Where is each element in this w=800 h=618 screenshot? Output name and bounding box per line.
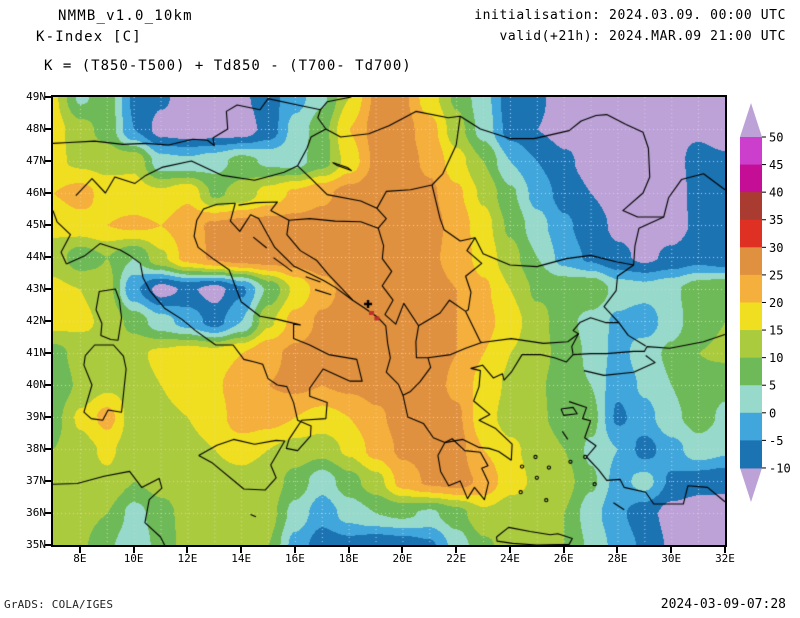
- colorbar-segment: [740, 330, 762, 359]
- x-axis-tick: [240, 547, 243, 553]
- x-tick-label: 24E: [500, 552, 520, 565]
- y-tick-label: 42N: [26, 314, 46, 327]
- x-axis-tick: [293, 547, 296, 553]
- y-tick-label: 47N: [26, 154, 46, 167]
- y-tick-label: 44N: [26, 250, 46, 263]
- x-tick-label: 28E: [607, 552, 628, 565]
- colorbar-arrow-top: [740, 103, 762, 137]
- y-tick-label: 46N: [26, 186, 46, 199]
- colorbar-label: 35: [769, 213, 783, 227]
- y-axis-tick: [45, 320, 51, 322]
- y-tick-label: 39N: [26, 410, 46, 423]
- colorbar-arrow-bottom: [740, 467, 762, 502]
- product-title: K-Index [C]: [36, 29, 142, 45]
- x-tick-label: 20E: [392, 552, 413, 565]
- y-axis-tick: [45, 544, 51, 546]
- y-axis-tick: [45, 128, 51, 130]
- colorbar-label: 20: [769, 296, 783, 310]
- y-axis-tick: [45, 256, 51, 258]
- y-axis-tick: [45, 96, 51, 98]
- y-tick-label: 41N: [26, 346, 46, 359]
- colorbar-segment: [740, 137, 762, 166]
- x-axis-tick: [132, 547, 135, 553]
- colorbar-label: 10: [769, 351, 783, 365]
- init-time-label: initialisation: 2024.03.09. 00:00 UTC: [474, 8, 786, 23]
- colorbar-segment: [740, 302, 762, 331]
- colorbar-label: 5: [769, 379, 776, 393]
- y-tick-label: 38N: [26, 442, 46, 455]
- x-tick-label: 26E: [553, 552, 574, 565]
- valid-time-label: valid(+21h): 2024.MAR.09 21:00 UTC: [499, 29, 786, 44]
- colorbar-segment: [740, 274, 762, 303]
- y-tick-label: 35N: [26, 538, 46, 551]
- colorbar-segment: [740, 247, 762, 276]
- x-axis-tick: [347, 547, 350, 553]
- x-axis-tick: [724, 547, 726, 553]
- x-tick-label: 32E: [715, 552, 735, 565]
- colorbar-segment: [740, 219, 762, 248]
- x-axis-tick: [508, 547, 511, 553]
- colorbar-segment: [740, 357, 762, 386]
- y-axis-tick: [45, 352, 51, 354]
- colorbar-segment: [740, 440, 762, 469]
- colorbar-label: 25: [769, 268, 783, 282]
- y-tick-label: 36N: [26, 506, 46, 519]
- x-tick-label: 16E: [284, 552, 305, 565]
- x-tick-label: 12E: [177, 552, 198, 565]
- y-axis-tick: [45, 448, 51, 450]
- colorbar-segment: [740, 192, 762, 221]
- colorbar-segment: [740, 164, 762, 193]
- x-axis-tick: [616, 547, 619, 553]
- y-axis-tick: [45, 480, 51, 482]
- colorbar-label: 50: [769, 131, 783, 145]
- y-axis-tick: [45, 160, 51, 162]
- colorbar-label: -10: [769, 461, 791, 475]
- y-axis-tick: [45, 512, 51, 514]
- colorbar-segment: [740, 412, 762, 441]
- formula-text: K = (T850-T500) + Td850 - (T700- Td700): [44, 58, 412, 74]
- y-tick-label: 37N: [26, 474, 46, 487]
- y-axis-tick: [45, 288, 51, 290]
- map-frame: [51, 95, 727, 547]
- x-axis-tick: [455, 547, 458, 553]
- y-tick-label: 49N: [26, 90, 46, 103]
- x-tick-label: 8E: [73, 552, 87, 565]
- y-tick-label: 48N: [26, 122, 46, 135]
- colorbar-label: 30: [769, 241, 783, 255]
- colorbar-label: 45: [769, 158, 783, 172]
- colorbar-label: 15: [769, 324, 783, 338]
- x-axis-tick: [401, 547, 404, 553]
- y-tick-label: 43N: [26, 282, 46, 295]
- model-title: NMMB_v1.0_10km: [58, 8, 193, 24]
- y-tick-label: 45N: [26, 218, 46, 231]
- x-tick-label: 22E: [446, 552, 467, 565]
- colorbar-label: -5: [769, 434, 783, 448]
- colorbar-segment: [740, 385, 762, 414]
- y-axis-tick: [45, 416, 51, 418]
- y-axis-tick: [45, 224, 51, 226]
- x-tick-label: 30E: [661, 552, 682, 565]
- grads-credit: GrADS: COLA/IGES: [4, 598, 114, 611]
- y-axis-tick: [45, 384, 51, 386]
- x-axis-tick: [78, 547, 81, 553]
- x-axis-tick: [670, 547, 673, 553]
- y-axis-tick: [45, 192, 51, 194]
- colorbar-label: 0: [769, 406, 776, 420]
- colorbar-label: 40: [769, 186, 783, 200]
- y-tick-label: 40N: [26, 378, 46, 391]
- x-tick-label: 18E: [338, 552, 359, 565]
- x-tick-label: 14E: [231, 552, 252, 565]
- kindex-field-canvas: [53, 97, 725, 545]
- creation-timestamp: 2024-03-09-07:28: [660, 597, 786, 612]
- x-tick-label: 10E: [123, 552, 144, 565]
- x-axis-tick: [186, 547, 189, 553]
- x-axis-tick: [562, 547, 565, 553]
